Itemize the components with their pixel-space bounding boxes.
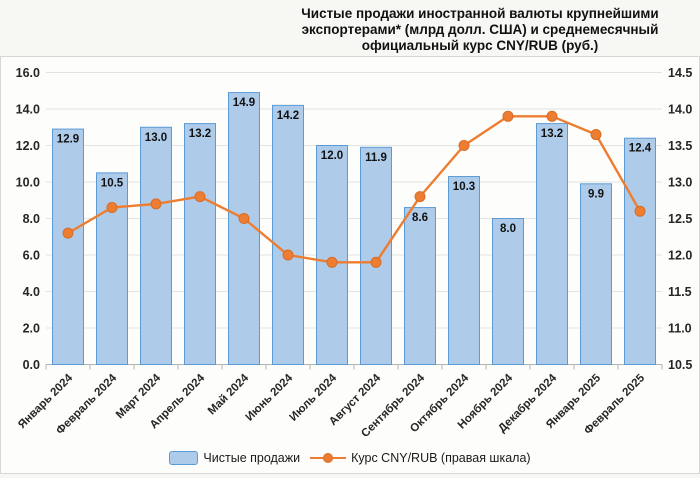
rate-line-marker xyxy=(502,110,514,122)
left-axis-tick-label: 14.0 xyxy=(16,103,40,117)
bar xyxy=(404,207,436,365)
bar xyxy=(316,145,348,365)
plot: 0.0 10.5 2.0 11.0 4.0 11.5 6.0 12.0 8.0 12.5 10.0 1… xyxy=(16,66,693,440)
left-axis-tick-label: 4.0 xyxy=(23,285,40,299)
bar xyxy=(536,123,568,365)
bar-data-label: 14.9 xyxy=(233,97,255,109)
bar-data-label: 10.5 xyxy=(101,177,124,189)
bar xyxy=(140,126,172,365)
legend-line-label: Курс CNY/RUB (правая шкала) xyxy=(351,451,531,465)
legend-item-bars: Чистые продажи xyxy=(169,451,300,465)
rate-line-marker xyxy=(326,256,338,268)
legend: Чистые продажи Курс CNY/RUB (правая шкал… xyxy=(1,447,699,469)
right-axis-tick-label: 12.5 xyxy=(668,212,692,226)
bar-data-label: 11.9 xyxy=(365,152,387,164)
right-axis-tick-label: 10.5 xyxy=(668,358,692,372)
right-axis-tick-label: 14.0 xyxy=(668,103,692,117)
rate-line-marker xyxy=(546,110,558,122)
bar xyxy=(624,137,656,365)
line-series-swatch xyxy=(310,453,347,463)
bar-data-label: 13.0 xyxy=(145,132,167,144)
left-axis-tick-label: 6.0 xyxy=(23,249,40,263)
bar-data-label: 13.2 xyxy=(189,128,211,140)
right-axis-tick-label: 13.5 xyxy=(668,139,692,153)
bar-data-label: 12.0 xyxy=(321,150,343,162)
chart-title-line-3: официальный курс CNY/RUB (руб.) xyxy=(361,38,599,53)
bar-data-label: 10.3 xyxy=(453,181,475,193)
bar-data-label: 8.0 xyxy=(500,223,516,235)
rate-line-marker xyxy=(238,213,250,224)
bar-data-label: 12.4 xyxy=(629,143,652,155)
chart-title-line-2: экспортерами* (млрд долл. США) и среднем… xyxy=(301,22,659,37)
right-axis-tick-label: 11.0 xyxy=(668,322,692,336)
bar-data-label: 12.9 xyxy=(57,134,79,146)
rate-line-marker xyxy=(150,198,162,210)
rate-line-marker xyxy=(106,202,118,214)
rate-line-marker xyxy=(634,205,646,217)
right-axis-tick-label: 11.5 xyxy=(668,285,692,299)
right-axis-tick-label: 14.5 xyxy=(668,66,692,80)
bar-data-label: 14.2 xyxy=(277,110,299,122)
bar xyxy=(184,123,216,365)
left-axis-tick-label: 0.0 xyxy=(23,358,40,372)
bar xyxy=(52,128,84,365)
left-axis-tick-label: 16.0 xyxy=(16,66,40,80)
rate-line-marker xyxy=(194,191,206,203)
left-axis-tick-label: 10.0 xyxy=(16,176,40,190)
rate-line-marker xyxy=(458,140,470,151)
rate-line-marker xyxy=(282,249,294,261)
left-axis-tick-label: 12.0 xyxy=(16,139,40,153)
bar xyxy=(360,146,392,365)
bar xyxy=(492,218,524,365)
rate-line-marker xyxy=(590,129,602,141)
chart-title: Чистые продажи иностранной валюты крупне… xyxy=(260,6,700,54)
legend-bar-label: Чистые продажи xyxy=(203,451,301,465)
bar-series-swatch xyxy=(169,451,199,465)
x-axis-category-label: Май 2024 xyxy=(206,372,252,418)
bar xyxy=(272,104,304,365)
chart-title-line-1: Чистые продажи иностранной валюты крупне… xyxy=(301,6,659,21)
legend-item-line: Курс CNY/RUB (правая шкала) xyxy=(310,451,531,465)
right-axis-tick-label: 13.0 xyxy=(668,176,692,190)
chart-area: 0.0 10.5 2.0 11.0 4.0 11.5 6.0 12.0 8.0 12.5 10.0 1… xyxy=(0,56,700,474)
bar-data-label: 9.9 xyxy=(588,188,604,200)
rate-line-marker xyxy=(414,191,426,203)
rate-line-marker xyxy=(370,256,382,268)
line-swatch-marker-icon xyxy=(323,453,334,463)
bar-data-label: 8.6 xyxy=(412,212,428,224)
rate-line xyxy=(67,115,642,264)
rate-line-marker xyxy=(62,227,74,239)
left-axis-tick-label: 2.0 xyxy=(23,322,40,336)
bar xyxy=(580,183,612,365)
left-axis-tick-label: 8.0 xyxy=(23,212,40,226)
bar xyxy=(96,172,128,365)
right-axis-tick-label: 12.0 xyxy=(668,249,692,263)
bar xyxy=(448,176,480,366)
bar-data-label: 13.2 xyxy=(541,128,563,140)
